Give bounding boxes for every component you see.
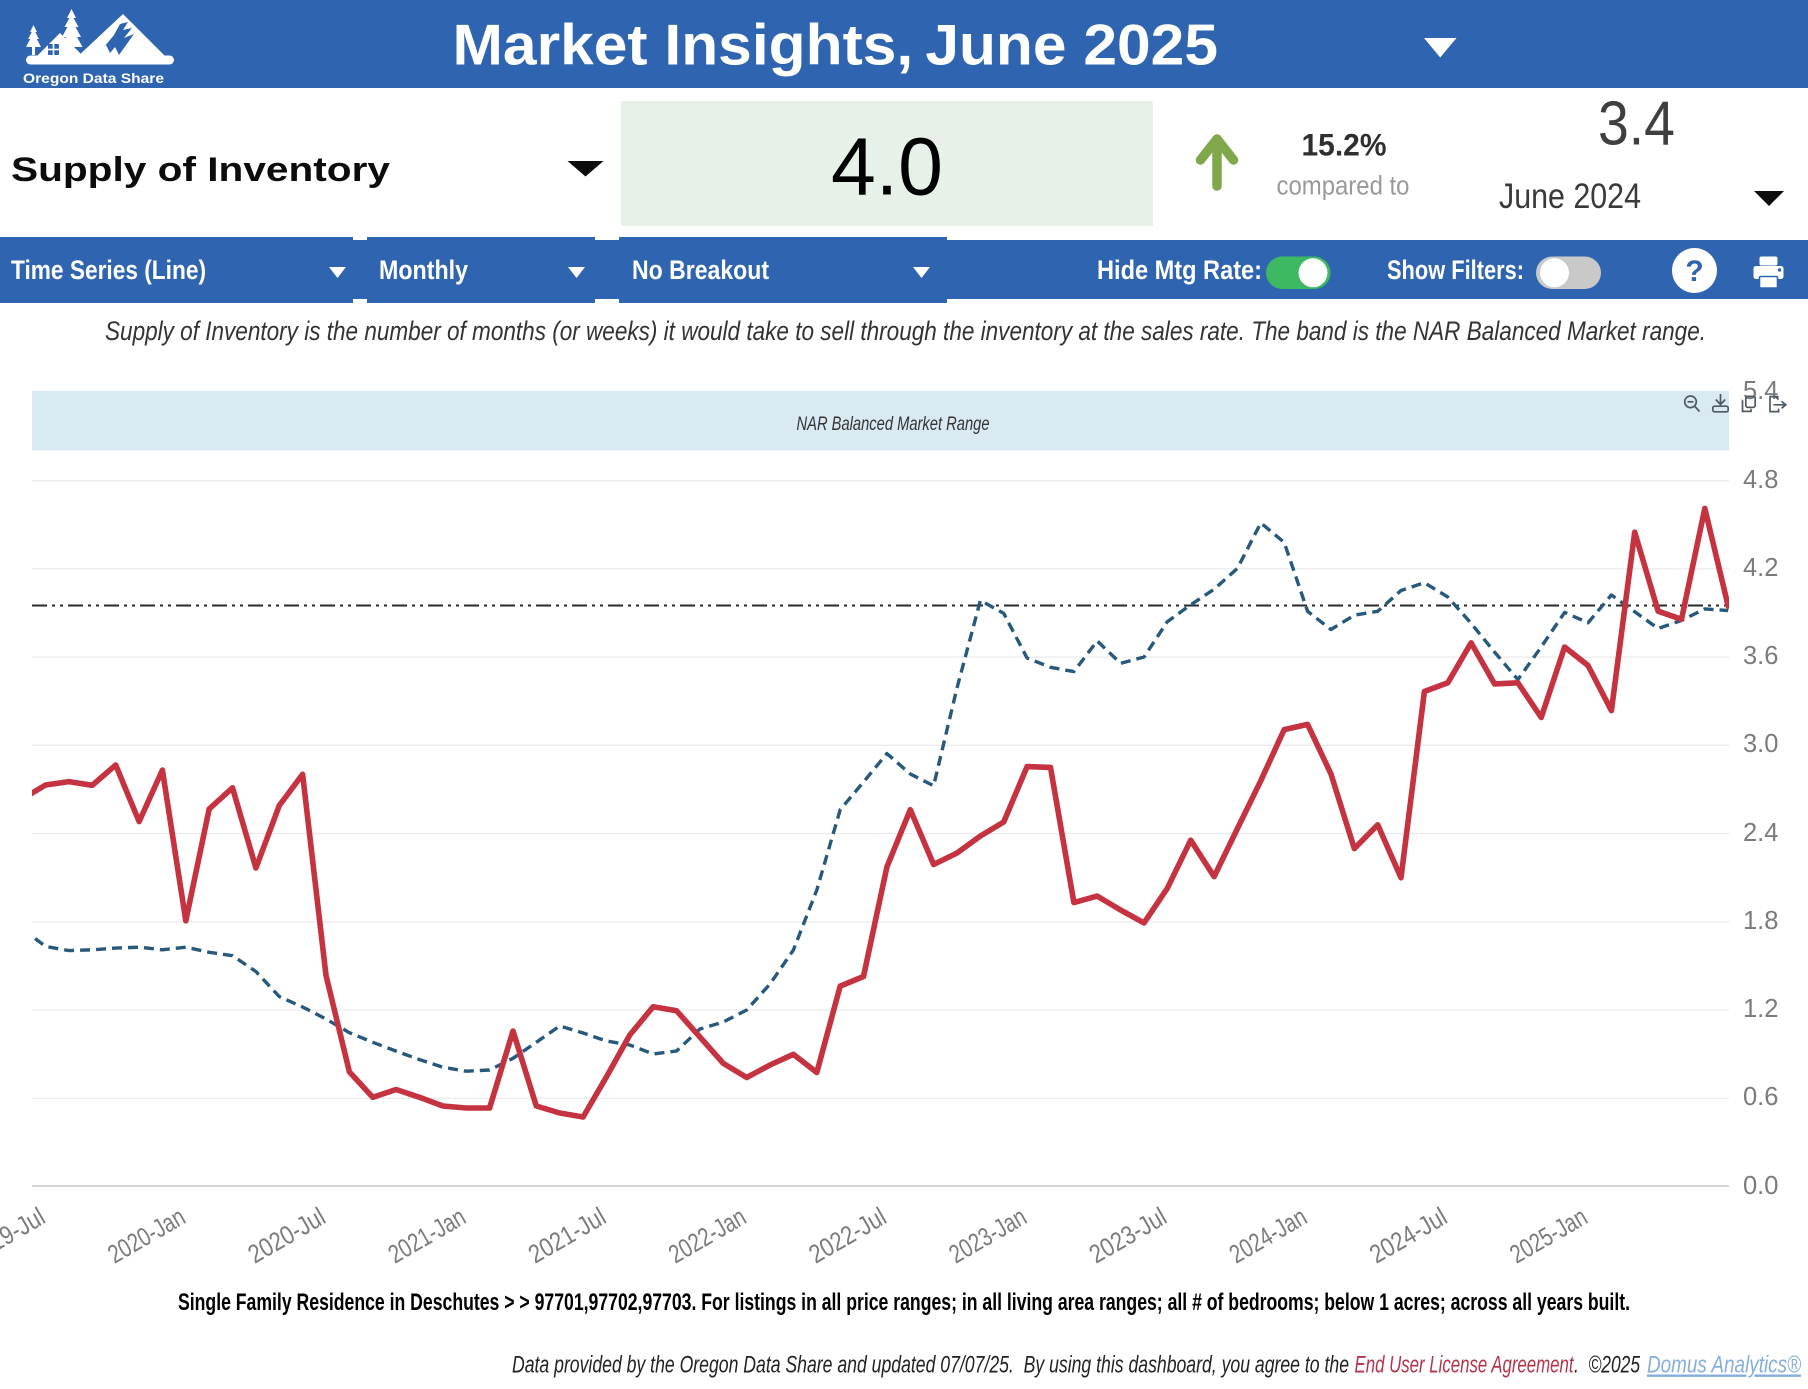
svg-text:4.2: 4.2 bbox=[1743, 554, 1778, 582]
svg-text:2.4: 2.4 bbox=[1743, 819, 1778, 847]
svg-text:Show Filters:: Show Filters: bbox=[1387, 255, 1524, 285]
svg-text:3.0: 3.0 bbox=[1743, 730, 1778, 758]
svg-text:Data provided by the Oregon Da: Data provided by the Oregon Data Share a… bbox=[512, 1352, 1349, 1379]
svg-text:Supply of Inventory is the num: Supply of Inventory is the number of mon… bbox=[105, 316, 1706, 346]
svg-text:Domus Analytics®: Domus Analytics® bbox=[1647, 1352, 1801, 1379]
svg-text:?: ? bbox=[1685, 255, 1703, 288]
svg-text:4.0: 4.0 bbox=[831, 122, 943, 213]
svg-text:3.6: 3.6 bbox=[1743, 642, 1778, 670]
svg-text:Hide Mtg Rate:: Hide Mtg Rate: bbox=[1097, 255, 1262, 285]
svg-text:Time Series (Line): Time Series (Line) bbox=[11, 255, 206, 285]
svg-text:Monthly: Monthly bbox=[379, 255, 468, 285]
svg-text:0.6: 0.6 bbox=[1743, 1083, 1778, 1111]
svg-text:1.2: 1.2 bbox=[1743, 995, 1778, 1023]
svg-text:0.0: 0.0 bbox=[1743, 1172, 1778, 1200]
svg-text:June 2024: June 2024 bbox=[1499, 177, 1641, 216]
svg-text:1.8: 1.8 bbox=[1743, 907, 1778, 935]
svg-text:. ©2025: . ©2025 bbox=[1574, 1352, 1640, 1379]
svg-text:15.2%: 15.2% bbox=[1302, 127, 1387, 163]
svg-text:NAR Balanced Market Range: NAR Balanced Market Range bbox=[797, 413, 990, 435]
svg-text:Supply of Inventory: Supply of Inventory bbox=[11, 151, 390, 189]
svg-text:4.8: 4.8 bbox=[1743, 466, 1778, 494]
svg-text:compared to: compared to bbox=[1277, 171, 1410, 201]
svg-text:Oregon Data Share: Oregon Data Share bbox=[23, 71, 165, 86]
svg-text:5.4: 5.4 bbox=[1743, 377, 1778, 405]
svg-text:Market Insights, June 2025: Market Insights, June 2025 bbox=[453, 14, 1219, 78]
svg-text:No Breakout: No Breakout bbox=[632, 255, 769, 285]
svg-text:Single Family Residence in Des: Single Family Residence in Deschutes > >… bbox=[178, 1289, 1630, 1316]
svg-text:3.4: 3.4 bbox=[1598, 90, 1675, 159]
svg-text:End User License Agreement: End User License Agreement bbox=[1355, 1352, 1575, 1379]
